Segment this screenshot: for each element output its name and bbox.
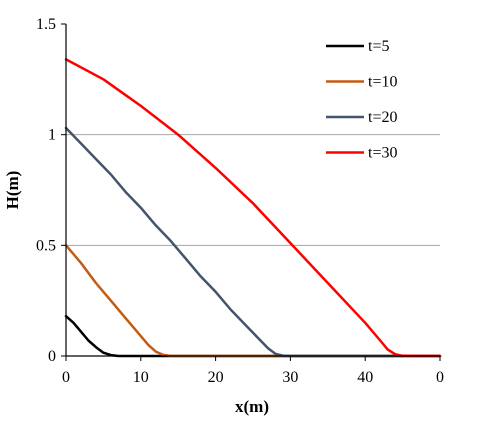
axes	[65, 24, 440, 357]
x-tick-label: 20	[208, 369, 224, 386]
legend-label-2: t=20	[368, 109, 397, 126]
x-tick-label: 0	[436, 369, 444, 386]
y-tick-label: 1	[48, 127, 56, 144]
series-line-1	[64, 244, 442, 358]
y-tick-label: 1.5	[36, 16, 56, 33]
x-axis-title: x(m)	[235, 397, 269, 416]
series-line-2	[64, 126, 442, 358]
y-axis-title: H(m)	[3, 171, 22, 210]
y-tick-label: 0	[48, 348, 56, 365]
gridlines	[66, 134, 440, 246]
x-tick-label: 40	[357, 369, 373, 386]
series-line-0	[64, 314, 442, 358]
tick-labels: 0 0.5 1 1.5 0 10 20 30 40 0	[36, 16, 444, 386]
legend-label-1: t=10	[368, 74, 397, 91]
series-line-3	[64, 58, 442, 358]
legend-label-0: t=5	[368, 38, 389, 55]
x-tick-label: 10	[133, 369, 149, 386]
y-tick-label: 0.5	[36, 237, 56, 254]
x-tick-label: 0	[62, 369, 70, 386]
legend-label-3: t=30	[368, 145, 397, 162]
legend: t=5 t=10 t=20 t=30	[326, 38, 397, 162]
plot-series	[64, 58, 442, 358]
x-tick-label: 30	[282, 369, 298, 386]
